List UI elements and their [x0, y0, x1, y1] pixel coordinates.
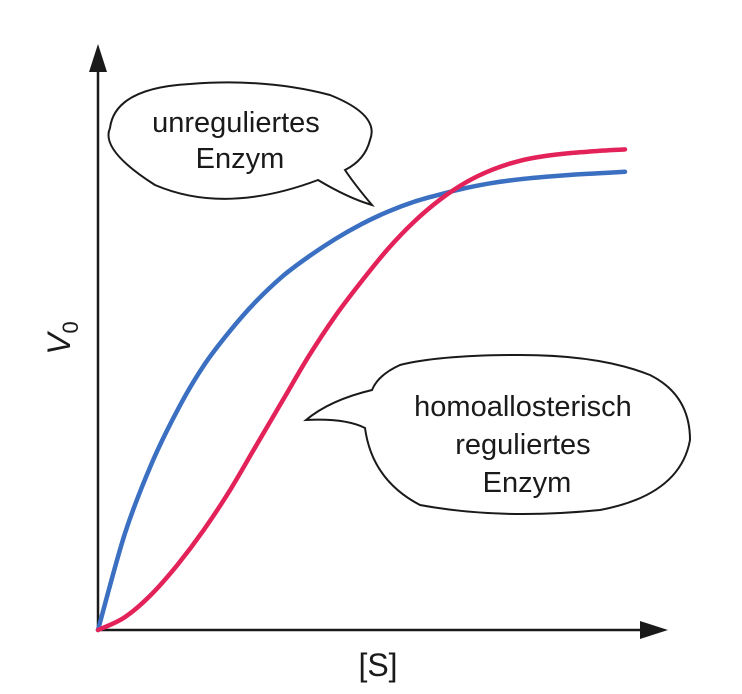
- y-axis-label-main: V: [41, 331, 77, 355]
- callout-line-2: Enzym: [196, 143, 285, 175]
- x-axis-arrowhead: [640, 621, 668, 639]
- y-axis-arrowhead: [89, 44, 107, 72]
- callout-line-3: Enzym: [483, 467, 572, 499]
- callout-line-1: homoallosterisch: [414, 391, 632, 423]
- callout-unreguliert: unreguliertes Enzym: [107, 81, 375, 207]
- callout-line-2: reguliertes: [455, 429, 590, 461]
- callout-text-homoallosterisch: homoallosterisch reguliertes Enzym: [414, 391, 640, 499]
- callout-bubble-homoallosterisch: [303, 353, 692, 515]
- callout-bubble-unreguliert: [107, 81, 375, 207]
- callout-text-unreguliert: unreguliertes Enzym: [152, 107, 328, 175]
- callout-homoallosterisch: homoallosterisch reguliertes Enzym: [303, 353, 692, 515]
- series-line-homoallosterisch: [95, 147, 628, 633]
- series-line-unreguliert: [95, 169, 628, 633]
- x-axis-label: [S]: [358, 647, 397, 683]
- svg-text:V0: V0: [41, 321, 83, 355]
- callout-line-1: unreguliertes: [152, 107, 320, 139]
- y-axis-label-subscript: 0: [58, 321, 83, 333]
- y-axis-label: V0: [41, 321, 83, 355]
